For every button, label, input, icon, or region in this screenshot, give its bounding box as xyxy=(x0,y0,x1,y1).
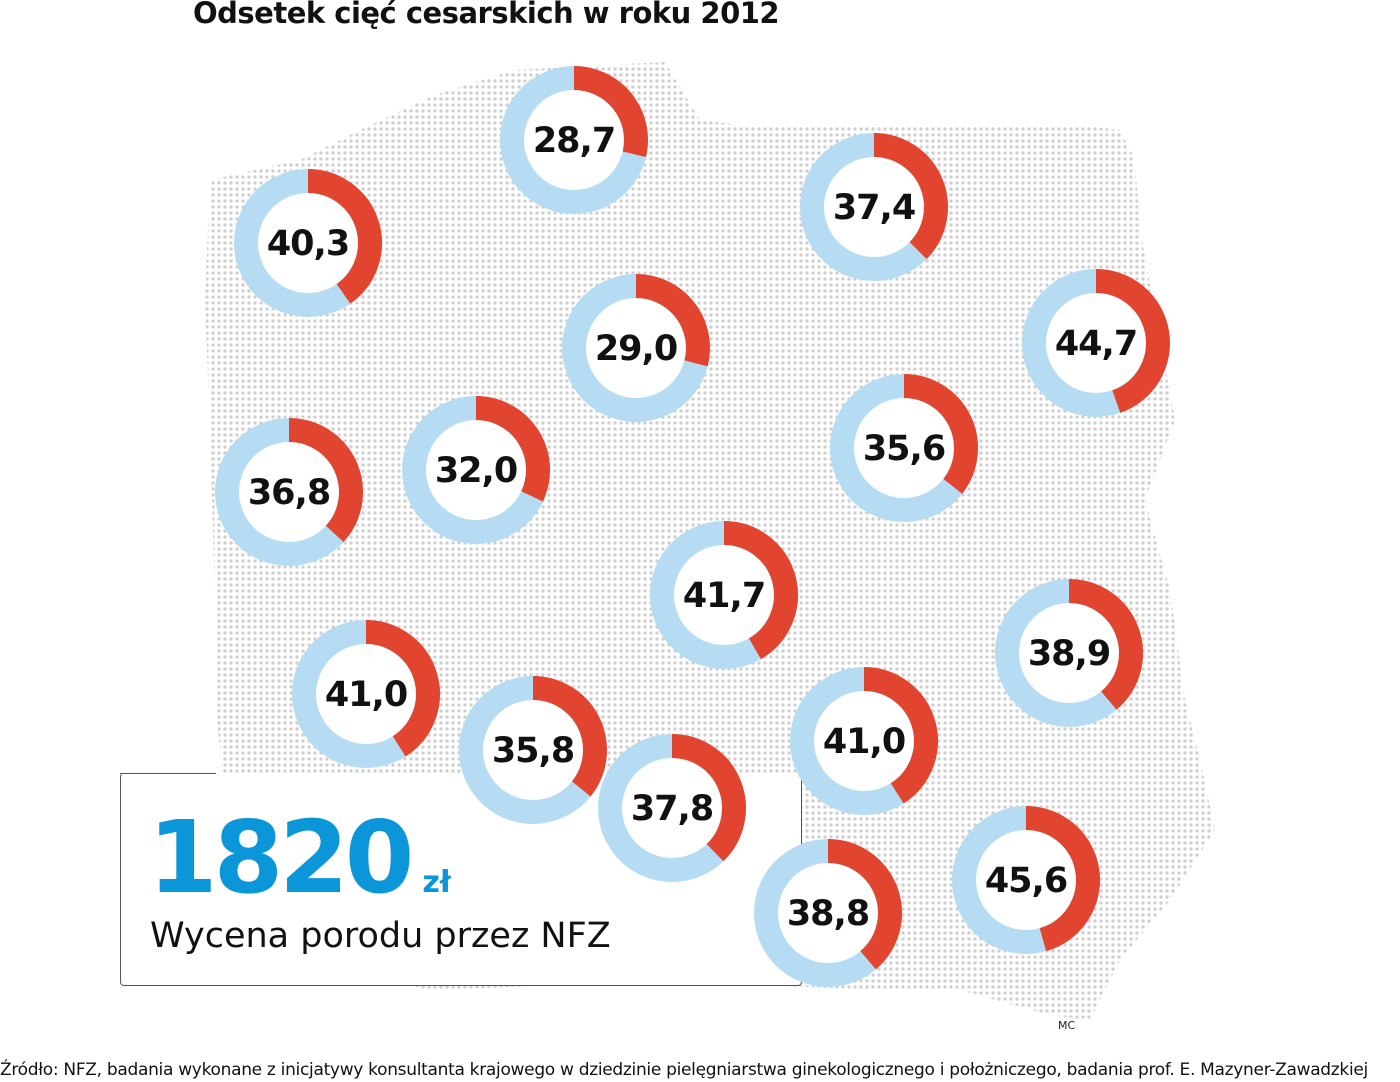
donut-9: 38,9 xyxy=(995,579,1143,727)
donut-label: 44,7 xyxy=(1055,324,1137,364)
donut-label: 41,7 xyxy=(683,576,765,616)
donut-share-arc xyxy=(307,169,382,304)
donut-label: 28,7 xyxy=(533,121,615,161)
donut-share-arc xyxy=(365,620,440,757)
donut-label: 37,4 xyxy=(833,188,915,228)
donut-11: 35,8 xyxy=(459,676,607,824)
donut-share-arc xyxy=(723,521,798,660)
price-unit: zł xyxy=(422,865,451,900)
price-value: 1820 xyxy=(148,799,414,916)
donut-share-arc xyxy=(863,667,938,804)
donut-12: 37,8 xyxy=(598,734,746,882)
donut-8: 41,7 xyxy=(650,521,798,669)
donut-label: 38,8 xyxy=(787,894,869,934)
donut-2: 37,4 xyxy=(800,133,948,281)
donut-share-arc xyxy=(1068,579,1143,710)
donut-share-arc xyxy=(475,396,550,502)
donut-7: 35,6 xyxy=(830,374,978,522)
source-note: Źródło: NFZ, badania wykonane z inicjaty… xyxy=(0,1060,1368,1080)
donut-10: 41,0 xyxy=(292,620,440,768)
price-row: 1820 zł xyxy=(148,808,451,908)
donut-share-arc xyxy=(532,676,607,797)
donut-label: 35,8 xyxy=(492,731,574,771)
donut-share-arc xyxy=(671,734,746,862)
donut-3: 29,0 xyxy=(562,274,710,422)
donut-share-arc xyxy=(903,374,978,494)
price-caption: Wycena porodu przez NFZ xyxy=(150,916,611,956)
info-box-border xyxy=(120,773,216,774)
donut-label: 36,8 xyxy=(248,473,330,513)
donut-share-arc xyxy=(573,66,648,158)
donut-label: 29,0 xyxy=(595,329,677,369)
donut-label: 32,0 xyxy=(435,451,517,491)
donut-share-arc xyxy=(635,274,710,367)
donut-15: 45,6 xyxy=(952,806,1100,954)
donut-share-arc xyxy=(1025,806,1100,952)
donut-13: 41,0 xyxy=(790,667,938,815)
donut-share-arc xyxy=(288,418,363,542)
donut-share-arc xyxy=(1095,269,1170,413)
chart-title: Odsetek cięć cesarskich w roku 2012 xyxy=(193,0,780,30)
donut-label: 45,6 xyxy=(985,861,1067,901)
donut-6: 32,0 xyxy=(402,396,550,544)
donut-label: 37,8 xyxy=(631,789,713,829)
donut-label: 41,0 xyxy=(823,722,905,762)
donut-14: 38,8 xyxy=(754,839,902,987)
donut-share-arc xyxy=(873,133,948,259)
donut-share-arc xyxy=(827,839,902,970)
donut-4: 44,7 xyxy=(1022,269,1170,417)
donut-label: 35,6 xyxy=(863,429,945,469)
author-credit: MC xyxy=(1058,1019,1076,1032)
donut-label: 40,3 xyxy=(267,224,349,264)
donut-label: 38,9 xyxy=(1028,634,1110,674)
donut-0: 28,7 xyxy=(500,66,648,214)
donut-5: 36,8 xyxy=(215,418,363,566)
donut-label: 41,0 xyxy=(325,675,407,715)
donut-1: 40,3 xyxy=(234,169,382,317)
